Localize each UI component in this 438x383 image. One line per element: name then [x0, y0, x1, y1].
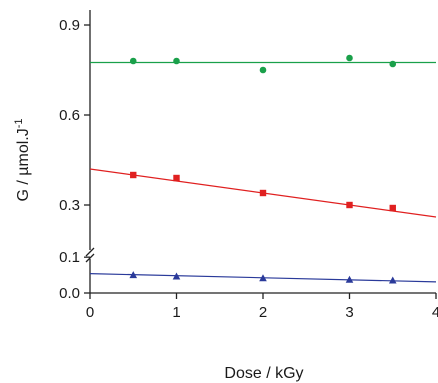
data-point-circle	[173, 57, 180, 65]
y-tick-label: 0.9	[59, 17, 80, 34]
data-point-triangle	[259, 274, 267, 282]
fit-lines	[89, 61, 437, 283]
y-axis-break-mark	[85, 247, 95, 263]
data-point-square	[130, 171, 137, 179]
data-point-triangle	[388, 276, 397, 284]
y-tick-label: 0.6	[59, 107, 80, 124]
x-tick-label: 2	[259, 304, 267, 321]
x-tick-label: 0	[86, 304, 94, 321]
data-point-triangle	[345, 275, 354, 283]
x-tick-label: 3	[345, 304, 353, 321]
y-tick-label: 0.0	[59, 285, 80, 302]
y-axis-label-main: G / µmol.J	[15, 128, 32, 201]
data-point-circle	[259, 66, 267, 74]
data-point-circle	[389, 60, 397, 68]
y-tick-label: 0.1	[59, 249, 80, 266]
data-point-circle	[346, 54, 353, 62]
x-tick-label: 1	[172, 304, 180, 321]
ticks: 0 1 2 3 4 0.0 0.1 0.3 0.6 0.9	[59, 17, 438, 321]
data-points	[129, 54, 397, 284]
data-point-square	[173, 174, 180, 182]
data-point-square	[259, 189, 267, 197]
data-point-square	[346, 201, 353, 209]
data-point-triangle	[129, 271, 138, 279]
y-axis-label: G / µmol.J-1	[13, 118, 32, 201]
data-point-circle	[129, 57, 137, 65]
axes	[85, 10, 436, 294]
y-tick-label: 0.3	[59, 197, 80, 214]
x-axis-label: Dose / kGy	[224, 365, 303, 382]
data-point-triangle	[172, 272, 181, 280]
x-tick-label: 4	[432, 304, 438, 321]
data-point-square	[389, 204, 396, 212]
y-axis-label-superscript: -1	[13, 118, 25, 128]
